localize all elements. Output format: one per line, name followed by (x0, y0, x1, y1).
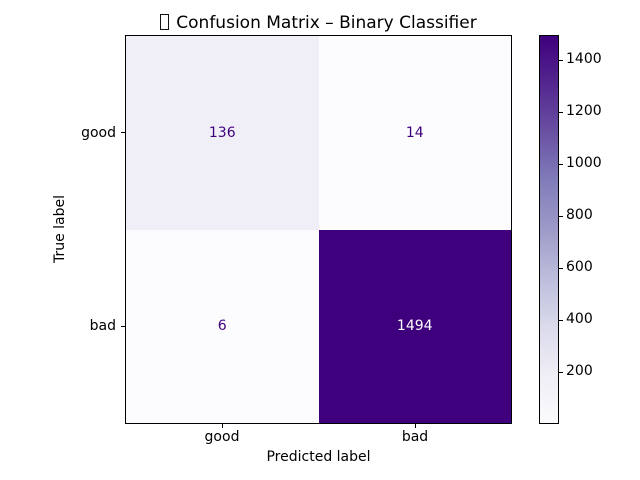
cell-true-good-pred-good: 136 (126, 36, 319, 230)
colorbar-tick-label: 800 (566, 207, 593, 223)
colorbar-tick-mark (559, 320, 563, 321)
missing-glyph-icon (160, 14, 170, 30)
chart-title-text: Confusion Matrix – Binary Classifier (176, 13, 477, 33)
colorbar-tick-mark (559, 372, 563, 373)
y-tick-label-good: good (81, 125, 116, 141)
cell-true-good-pred-bad: 14 (318, 36, 511, 230)
colorbar-tick-mark (559, 164, 563, 165)
cell-true-bad-pred-bad: 1494 (318, 229, 511, 423)
y-axis-label: True label (52, 194, 68, 264)
cell-value: 1494 (396, 318, 433, 335)
cell-value: 14 (405, 124, 424, 141)
chart-title: Confusion Matrix – Binary Classifier (125, 13, 512, 33)
colorbar-tick-label: 1400 (566, 51, 602, 67)
colorbar-tick-mark (559, 268, 563, 269)
colorbar-tick-label: 1000 (566, 155, 602, 171)
x-tick-label-bad: bad (401, 429, 429, 445)
cell-true-bad-pred-good: 6 (126, 229, 319, 423)
colorbar-tick-label: 400 (566, 311, 593, 327)
x-tick-mark (415, 424, 416, 428)
y-tick-mark (121, 132, 125, 133)
colorbar-tick-mark (559, 216, 563, 217)
x-axis-label: Predicted label (266, 449, 371, 465)
colorbar-gradient (540, 36, 558, 423)
cell-value: 136 (208, 124, 236, 141)
x-tick-mark (222, 424, 223, 428)
y-tick-mark (121, 326, 125, 327)
colorbar-tick-label: 200 (566, 363, 593, 379)
y-tick-label-bad: bad (89, 318, 116, 334)
colorbar-tick-label: 600 (566, 259, 593, 275)
x-tick-label-good: good (204, 429, 240, 445)
colorbar (539, 35, 559, 424)
colorbar-tick-mark (559, 112, 563, 113)
colorbar-tick-label: 1200 (566, 103, 602, 119)
plot-area: 136 14 6 1494 (125, 35, 512, 424)
colorbar-tick-mark (559, 60, 563, 61)
cell-value: 6 (217, 318, 227, 335)
